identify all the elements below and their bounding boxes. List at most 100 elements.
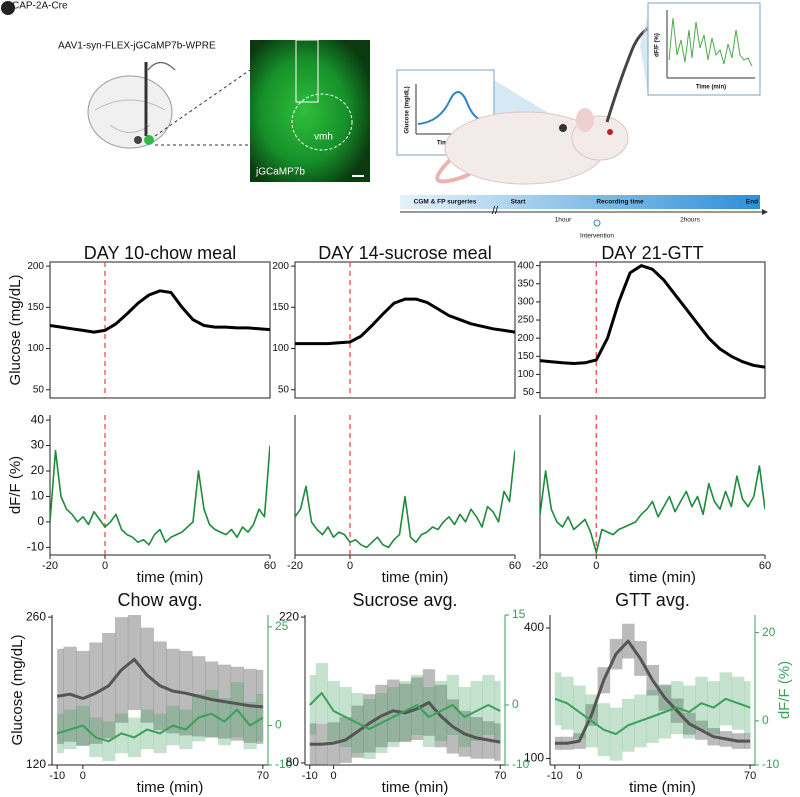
x-tick-label: -20 — [532, 560, 548, 572]
series-line — [554, 639, 751, 745]
y-tick-label: 10 — [31, 489, 45, 503]
series-line — [554, 697, 751, 736]
y-tick-label: 150 — [272, 302, 289, 313]
series-line — [295, 450, 515, 549]
series-line — [309, 692, 501, 730]
y-axis-label: dF/F (%) — [7, 456, 24, 514]
plot-area — [295, 297, 515, 346]
axis-break: // — [492, 205, 499, 217]
chart-title: DAY 10-chow meal — [84, 243, 236, 263]
plot-area — [50, 445, 270, 546]
x-tick-label: 0 — [347, 560, 353, 572]
vmh-outline — [291, 93, 353, 151]
chart-title: Sucrose avg. — [352, 590, 457, 610]
x-tick-label: 0 — [331, 770, 337, 782]
y2-tick-label: 0 — [275, 718, 282, 732]
y2-tick-label: 15 — [512, 607, 526, 621]
series-line — [50, 445, 270, 546]
y-tick-label: 350 — [517, 278, 534, 289]
y-tick-label: 220 — [279, 609, 299, 623]
error-band — [57, 713, 64, 754]
intervention-marker — [593, 219, 601, 227]
y-tick-label: 120 — [26, 757, 46, 771]
injection-site — [144, 135, 154, 145]
series-line — [540, 465, 765, 554]
x-tick-label: 70 — [744, 770, 756, 782]
x-tick-label: 60 — [509, 560, 521, 572]
x-tick-label: 0 — [593, 560, 599, 572]
y2-tick-label: -10 — [512, 757, 530, 771]
timeline-label: End — [746, 199, 758, 206]
chart: DAY 21-GTT 50 100 150 200 250 300 350 400 — [517, 243, 766, 399]
zoom-line — [154, 69, 251, 137]
x-tick-label: 70 — [494, 770, 506, 782]
histology — [250, 40, 370, 182]
timeline-label: Start — [511, 199, 527, 206]
plot-area — [56, 615, 264, 762]
chart-title: GTT avg. — [615, 590, 690, 610]
x-axis-label: time (min) — [382, 569, 449, 586]
plot-area — [554, 623, 751, 761]
x-tick-label: -10 — [302, 770, 318, 782]
virus-arrow — [147, 61, 176, 71]
illustration: CAP-2A-Cre AAV1-syn-FLEX-jGCaMP7b-WPRE v… — [1, 1, 768, 240]
y-tick-label: 260 — [26, 609, 46, 623]
x-axis-label: time (min) — [629, 779, 696, 796]
error-band — [494, 681, 501, 741]
timeline-label: CGM & FP surgeries — [414, 199, 477, 206]
cgm-sensor — [559, 124, 567, 132]
x-axis-label: time (min) — [382, 779, 449, 796]
x-axis-label: time (min) — [137, 779, 204, 796]
timeline-arrow — [762, 209, 768, 215]
error-band — [256, 693, 264, 742]
y-tick-label: 40 — [31, 412, 45, 426]
y-tick-label: 100 — [517, 369, 534, 380]
inset-curve — [668, 17, 753, 67]
y-axis-label: Glucose (mg/dL) — [7, 275, 24, 386]
plot-area — [50, 289, 270, 334]
timeline-label: Intervention — [580, 233, 614, 240]
y-tick-label: 200 — [517, 333, 534, 344]
x-axis-label: time (min) — [137, 569, 204, 586]
series-line — [295, 297, 515, 346]
plot-area — [540, 465, 765, 554]
chart-title: Chow avg. — [117, 590, 202, 610]
y-tick-label: -10 — [27, 540, 45, 554]
inset-ylabel: Glucose (mg/dL) — [405, 86, 411, 133]
plot-area — [309, 663, 501, 765]
y-tick-label: 100 — [27, 343, 44, 354]
y-tick-label: 250 — [517, 315, 534, 326]
y-tick-label: 100 — [272, 343, 289, 354]
fp-inset — [647, 2, 761, 96]
mouse-line-label: CAP-2A-Cre — [12, 1, 68, 12]
error-band — [554, 672, 562, 726]
y-tick-label: 200 — [27, 261, 44, 272]
x-tick-label: 60 — [264, 560, 276, 572]
frame — [294, 261, 516, 399]
y2-tick-label: 25 — [275, 619, 289, 633]
plot-area — [540, 264, 765, 369]
panel-badge — [1, 1, 15, 15]
y2-tick-label: 20 — [762, 625, 776, 639]
y-tick-label: 150 — [27, 302, 44, 313]
timeline-bar — [400, 195, 760, 209]
y2-tick-label: 0 — [512, 697, 519, 711]
injection-site-contra — [134, 136, 142, 144]
y-tick-label: 400 — [517, 260, 534, 271]
x-tick-label: 0 — [80, 770, 86, 782]
y-tick-label: 150 — [517, 351, 534, 362]
inset-curve — [417, 91, 487, 125]
chart: -20 0 60 time (min) — [287, 415, 521, 586]
plot-area — [295, 450, 515, 549]
x-tick-label: -20 — [42, 560, 58, 572]
y-tick-label: 100 — [524, 751, 544, 765]
y-tick-label: 50 — [33, 384, 45, 395]
y-tick-label: 50 — [523, 387, 535, 398]
error-band — [744, 681, 751, 735]
mouse-ear — [576, 108, 594, 132]
x-tick-label: -10 — [547, 770, 563, 782]
x-axis-label: time (min) — [629, 569, 696, 586]
mouse-eye — [607, 129, 613, 135]
